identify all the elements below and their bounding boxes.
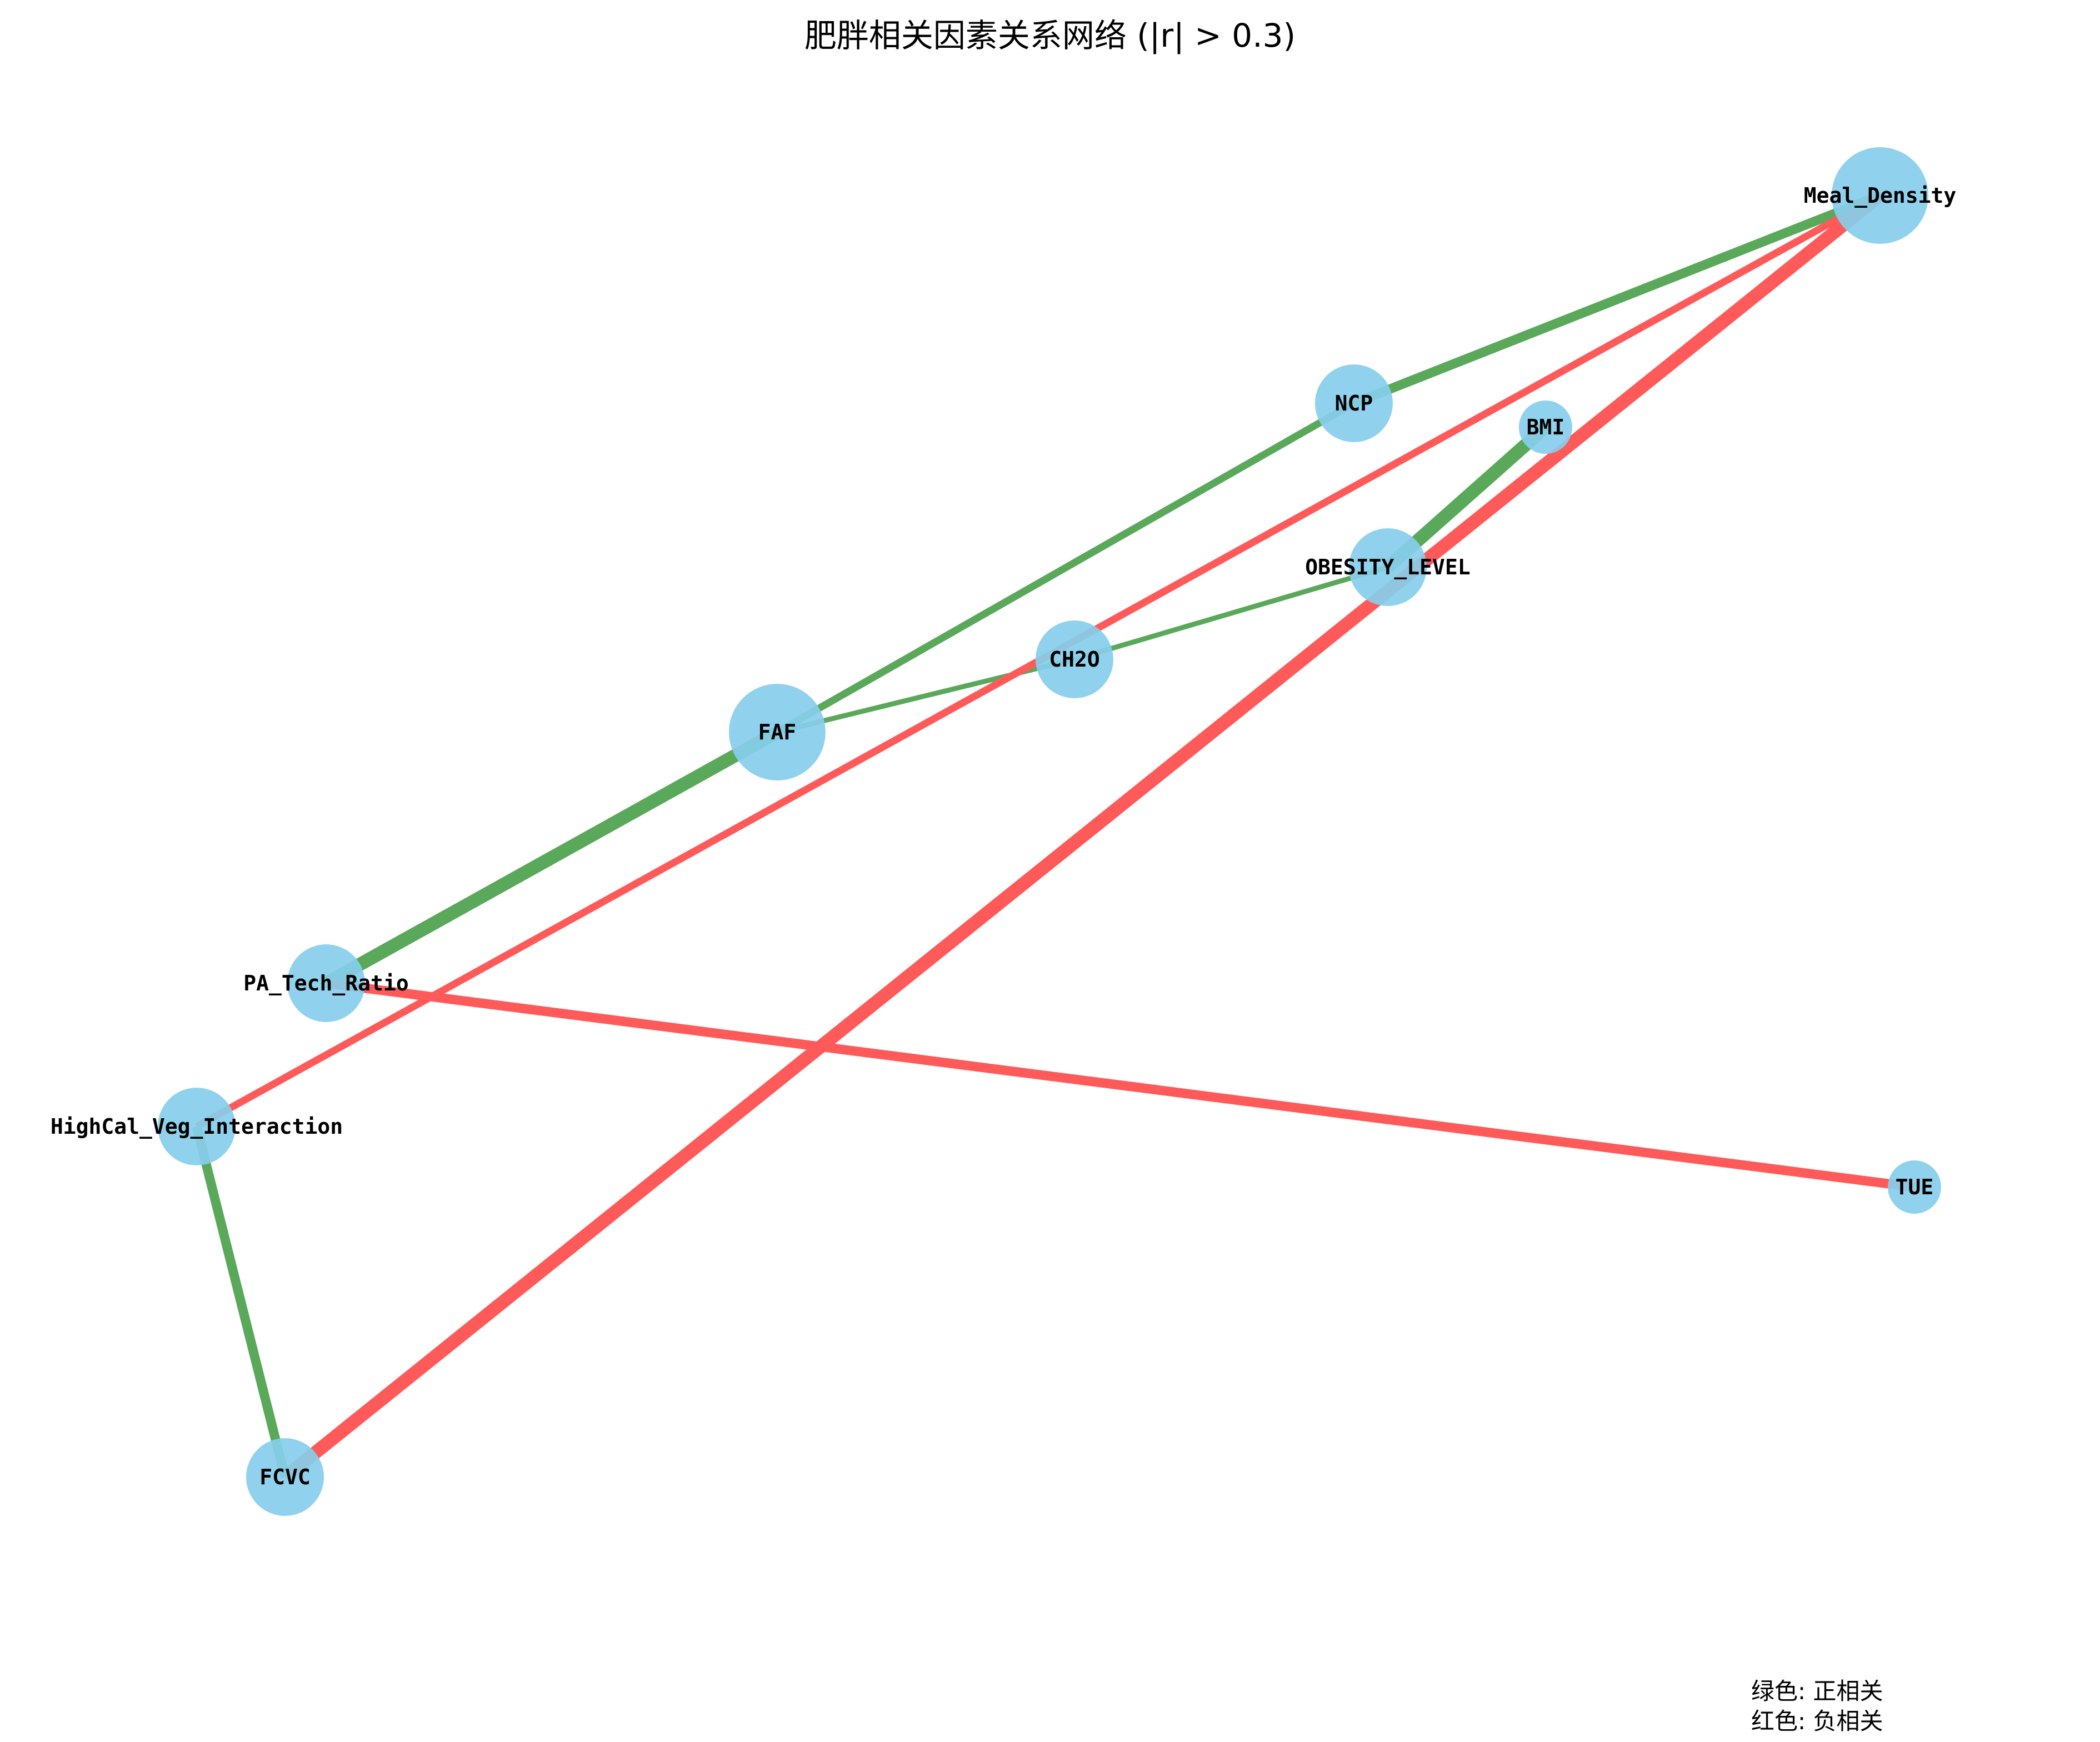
- node-NCP: [1315, 364, 1393, 442]
- edge-OBESITY_LEVEL-CH2O: [1073, 564, 1389, 662]
- node-label-PA_Tech_Ratio: PA_Tech_Ratio: [243, 971, 408, 995]
- node-BMI: [1519, 401, 1572, 454]
- edge-FAF-PA_Tech_Ratio: [323, 726, 781, 989]
- node-label-OBESITY_LEVEL: OBESITY_LEVEL: [1305, 555, 1470, 579]
- edge-layer: [192, 190, 1916, 1483]
- node-layer: Meal_Density NCP BMI OBESITY_LEVEL CH2O FAF PA…: [51, 147, 1956, 1516]
- node-label-FCVC: FCVC: [259, 1465, 311, 1489]
- node-TUE: [1888, 1160, 1941, 1214]
- node-label-CH2O: CH2O: [1049, 647, 1100, 672]
- edge-Meal_Density-FCVC: [281, 190, 1884, 1483]
- node-Meal_Density: [1832, 147, 1928, 244]
- node-FCVC: [246, 1438, 324, 1516]
- legend: 绿色: 正相关 红色: 负相关: [1751, 1676, 1883, 1736]
- edge-Meal_Density-NCP: [1352, 191, 1882, 408]
- node-FAF: [729, 684, 826, 780]
- page-title: 肥胖相关因素关系网络 (|r| > 0.3): [804, 17, 1296, 54]
- legend-positive: 绿色: 正相关: [1751, 1678, 1883, 1705]
- node-label-TUE: TUE: [1896, 1175, 1934, 1199]
- node-OBESITY_LEVEL: [1349, 528, 1427, 606]
- node-PA_Tech_Ratio: [287, 944, 365, 1022]
- node-label-NCP: NCP: [1335, 391, 1373, 416]
- edge-HighCal_Veg_Interaction-FCVC: [192, 1125, 290, 1479]
- node-label-FAF: FAF: [758, 720, 797, 744]
- node-CH2O: [1036, 620, 1113, 698]
- node-label-BMI: BMI: [1527, 415, 1565, 439]
- legend-negative: 红色: 负相关: [1751, 1708, 1883, 1735]
- edge-PA_Tech_Ratio-TUE: [325, 978, 1916, 1192]
- node-label-HighCal_Veg_Interaction: HighCal_Veg_Interaction: [51, 1114, 343, 1139]
- node-label-Meal_Density: Meal_Density: [1804, 183, 1957, 208]
- edge-NCP-FAF: [775, 400, 1356, 735]
- node-HighCal_Veg_Interaction: [158, 1088, 236, 1165]
